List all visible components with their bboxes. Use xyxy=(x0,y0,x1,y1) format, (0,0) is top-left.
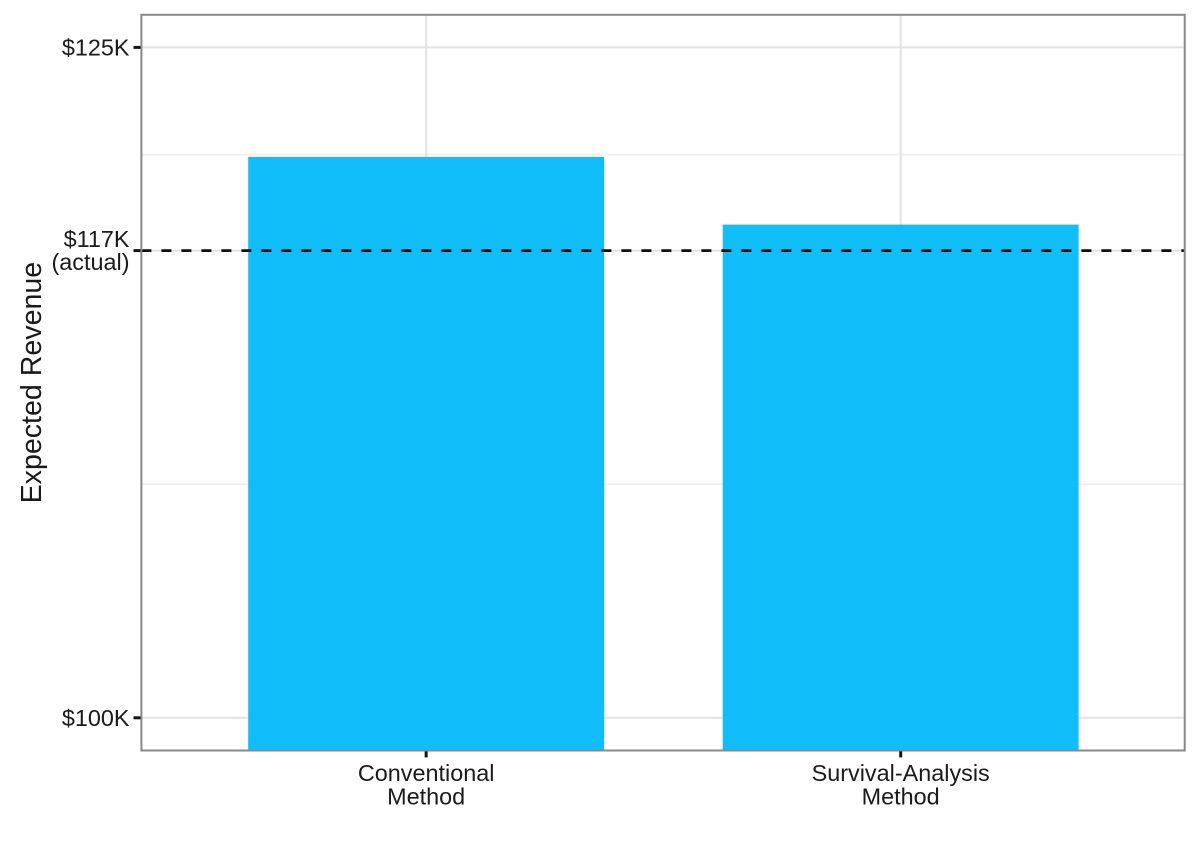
svg-text:Expected Revenue: Expected Revenue xyxy=(16,262,48,504)
svg-text:$125K: $125K xyxy=(62,35,130,61)
svg-text:Method: Method xyxy=(862,783,940,809)
svg-text:Method: Method xyxy=(387,783,465,809)
svg-text:Survival-Analysis: Survival-Analysis xyxy=(812,760,990,786)
svg-text:Conventional: Conventional xyxy=(358,760,495,786)
svg-text:$100K: $100K xyxy=(62,705,130,731)
svg-text:$117K: $117K xyxy=(64,226,130,252)
svg-text:(actual): (actual) xyxy=(52,249,130,275)
